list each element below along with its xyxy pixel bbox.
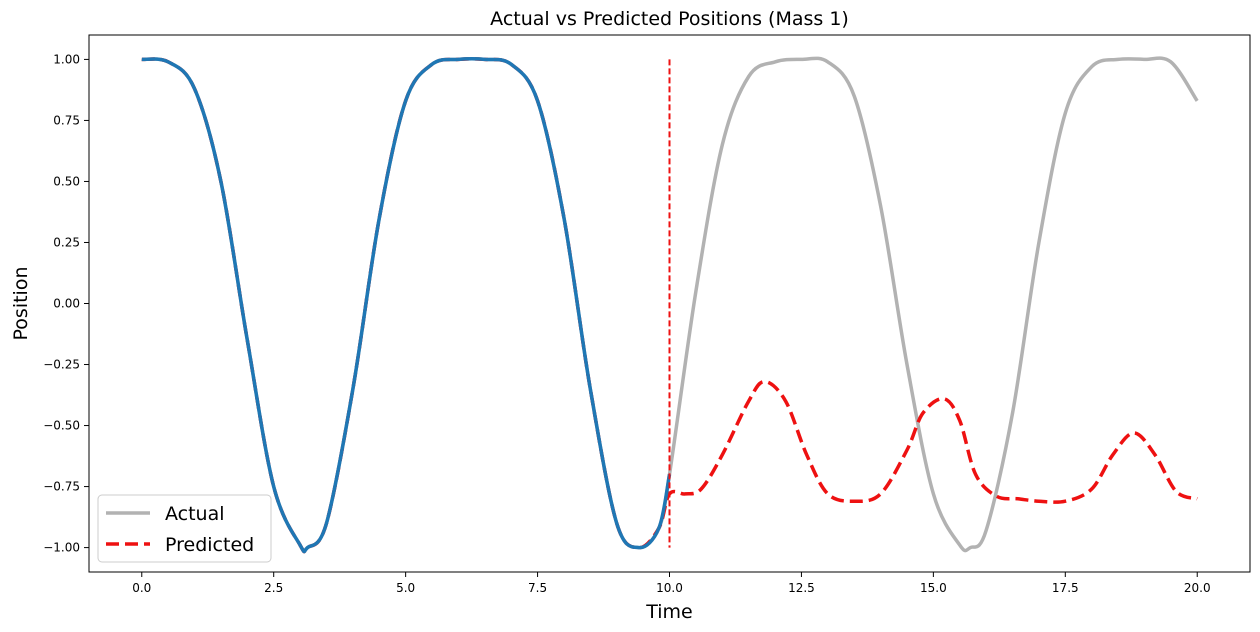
y-tick-label: 0.50 (53, 174, 80, 188)
y-tick-label: −0.25 (43, 358, 80, 372)
x-tick-label: 17.5 (1052, 581, 1079, 595)
y-tick-label: 0.00 (53, 297, 80, 311)
x-tick-label: 12.5 (788, 581, 815, 595)
x-tick-label: 2.5 (264, 581, 283, 595)
x-axis-title: Time (645, 601, 693, 623)
legend: Actual Predicted (97, 494, 272, 563)
x-tick-label: 0.0 (132, 581, 151, 595)
y-tick-label: 0.75 (53, 113, 80, 127)
y-tick-label: −0.75 (43, 480, 80, 494)
y-tick-label: 1.00 (53, 52, 80, 66)
y-tick-label: −1.00 (43, 541, 80, 555)
series-layer (141, 56, 1199, 554)
x-tick-label: 7.5 (528, 581, 547, 595)
series-training-line (141, 57, 672, 554)
y-axis-title: Position (10, 267, 32, 341)
x-axis: 0.0 2.5 5.0 7.5 10.0 12.5 15.0 17.5 20.0 (132, 572, 1211, 595)
y-tick-label: −0.50 (43, 419, 80, 433)
x-tick-label: 10.0 (656, 581, 683, 595)
legend-label-predicted: Predicted (165, 534, 254, 556)
x-tick-label: 20.0 (1184, 581, 1211, 595)
chart-title: Actual vs Predicted Positions (Mass 1) (490, 8, 849, 30)
y-axis: 1.00 0.75 0.50 0.25 0.00 −0.25 −0.50 −0.75 −1.00 (43, 52, 89, 555)
x-tick-label: 5.0 (396, 581, 415, 595)
legend-label-actual: Actual (165, 503, 225, 525)
y-tick-label: 0.25 (53, 235, 80, 249)
x-tick-label: 15.0 (920, 581, 947, 595)
